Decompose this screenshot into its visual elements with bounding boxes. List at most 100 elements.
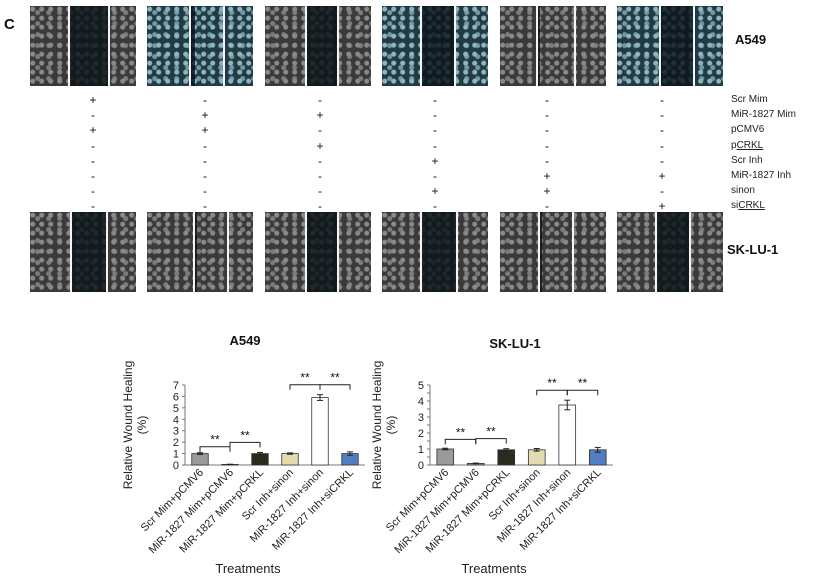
condition-mark: - [660, 138, 664, 153]
condition-label: pCRKL [731, 139, 764, 151]
significance-bracket [566, 389, 599, 396]
micrograph-sklu1-3 [265, 212, 371, 292]
micrograph-a549-4 [382, 6, 488, 86]
condition-mark: - [433, 108, 437, 123]
significance-bracket [536, 389, 568, 396]
sklu1-micrograph-row [30, 212, 723, 292]
condition-mark: - [433, 138, 437, 153]
condition-mark: - [91, 138, 95, 153]
condition-label: Scr Inh [731, 154, 763, 166]
chart-title: A549 [229, 333, 260, 348]
condition-mark: - [660, 123, 664, 138]
condition-label: pCMV6 [731, 124, 765, 136]
bar-2 [497, 449, 516, 466]
significance-label: ** [330, 371, 340, 385]
bar-3 [281, 453, 299, 466]
y-tick-label: 5 [173, 403, 179, 415]
condition-mark: + [201, 108, 209, 123]
condition-mark: - [91, 169, 95, 183]
condition-mark: + [431, 153, 439, 168]
condition-mark: + [543, 169, 551, 183]
micrograph-a549-2 [147, 6, 253, 86]
y-tick-label: 2 [418, 428, 424, 440]
condition-mark: - [203, 93, 207, 107]
significance-label: ** [456, 425, 466, 439]
condition-mark: - [91, 153, 95, 168]
significance-bracket [444, 438, 477, 445]
micrograph-a549-3 [265, 6, 371, 86]
y-tick-label: 5 [418, 380, 424, 392]
condition-mark: - [318, 153, 322, 168]
micrograph-sklu1-2 [147, 212, 253, 292]
bar-0 [191, 453, 209, 466]
significance-label: ** [486, 425, 496, 439]
condition-mark: + [658, 169, 666, 183]
condition-label: MiR-1827 Mim [731, 109, 797, 121]
condition-mark: + [201, 123, 209, 138]
y-tick-label: 4 [173, 414, 179, 426]
y-tick-label: 6 [173, 391, 179, 403]
significance-label: ** [578, 376, 588, 390]
condition-mark: - [91, 184, 95, 199]
significance-bracket [289, 384, 321, 390]
significance-label: ** [240, 428, 250, 442]
x-axis-label: Treatments [215, 561, 281, 576]
condition-mark: - [545, 108, 549, 123]
micrograph-sklu1-1 [30, 212, 136, 292]
condition-mark: - [318, 199, 322, 214]
condition-label: siCRKL [731, 200, 765, 212]
condition-label: MiR-1827 Inh [731, 170, 792, 181]
micrograph-a549-5 [500, 6, 606, 86]
y-tick-label: 0 [418, 460, 424, 472]
bar-4 [311, 397, 329, 466]
x-axis-label: Treatments [461, 561, 527, 576]
condition-mark: - [203, 169, 207, 183]
condition-mark: + [658, 199, 666, 214]
condition-mark: - [91, 199, 95, 214]
bar-3 [527, 449, 546, 466]
condition-mark: + [431, 184, 439, 199]
condition-mark: - [545, 138, 549, 153]
condition-mark: + [316, 108, 324, 123]
y-tick-label: 4 [418, 396, 424, 408]
condition-mark: - [545, 199, 549, 214]
significance-label: ** [547, 376, 557, 390]
condition-mark: - [91, 108, 95, 123]
bar-4 [558, 404, 577, 466]
micrograph-sklu1-4 [382, 212, 488, 292]
condition-label: Scr Mim [731, 94, 768, 105]
condition-mark: - [318, 184, 322, 199]
condition-mark: + [316, 138, 324, 153]
condition-mark: - [433, 169, 437, 183]
condition-mark: - [545, 93, 549, 107]
panel-letter: C [4, 16, 15, 33]
condition-mark: - [545, 153, 549, 168]
condition-mark: - [318, 93, 322, 107]
condition-mark: - [660, 184, 664, 199]
micrograph-sklu1-6 [617, 212, 723, 292]
a549-micrograph-row [30, 6, 723, 86]
significance-bracket [319, 384, 351, 390]
condition-mark: + [89, 123, 97, 138]
cell-line-label-sklu1: SK-LU-1 [727, 242, 779, 257]
significance-bracket [475, 438, 507, 444]
condition-mark: + [543, 184, 551, 199]
bar-2 [251, 453, 269, 466]
condition-mark: - [433, 93, 437, 107]
y-tick-label: 0 [173, 460, 179, 472]
y-tick-label: 1 [173, 449, 179, 461]
significance-label: ** [300, 371, 310, 385]
bar-0 [436, 448, 455, 466]
micrograph-a549-6 [617, 6, 723, 86]
condition-label: sinon [731, 185, 755, 197]
y-tick-label: 7 [173, 380, 179, 392]
condition-mark: - [318, 123, 322, 138]
y-axis-label: Relative Wound Healing(%) [370, 361, 398, 490]
y-tick-label: 3 [173, 426, 179, 438]
significance-bracket [229, 441, 261, 448]
condition-mark: - [203, 138, 207, 153]
condition-mark: - [660, 108, 664, 123]
condition-mark: - [433, 123, 437, 138]
y-tick-label: 3 [418, 412, 424, 424]
